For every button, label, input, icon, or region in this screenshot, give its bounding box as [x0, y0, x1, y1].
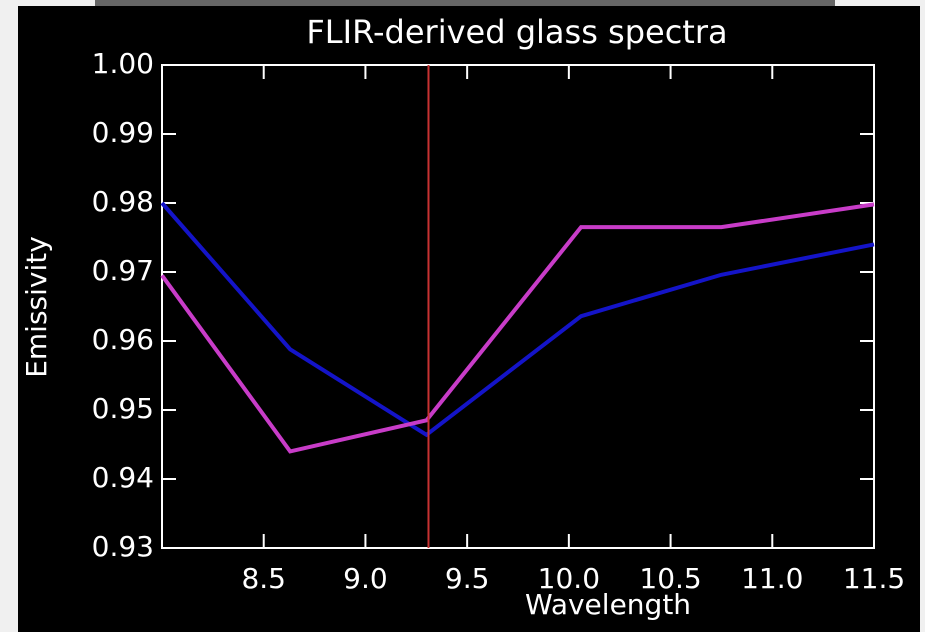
- x-axis-label: Wavelength: [525, 588, 691, 621]
- y-axis-label: Emissivity: [20, 236, 53, 378]
- series-line: [160, 201, 875, 438]
- y-tick-label: 1.00: [92, 47, 154, 80]
- x-tick-label: 11.0: [741, 562, 803, 595]
- y-tick-label: 0.93: [92, 530, 154, 563]
- y-tick-label: 0.98: [92, 185, 154, 218]
- y-tick-label: 0.96: [92, 323, 154, 356]
- plot-frame: [161, 64, 875, 549]
- y-tick-label: 0.94: [92, 461, 154, 494]
- x-tick-label: 10.5: [639, 562, 701, 595]
- x-tick-label: 9.5: [445, 562, 490, 595]
- series-line: [160, 202, 875, 454]
- x-tick-label: 10.0: [538, 562, 600, 595]
- x-tick-label: 9.0: [343, 562, 388, 595]
- y-tick-label: 0.97: [92, 254, 154, 287]
- x-tick-label: 11.5: [843, 562, 905, 595]
- chart-title: FLIR-derived glass spectra: [306, 13, 727, 51]
- y-tick-label: 0.95: [92, 392, 154, 425]
- plot-background: [18, 6, 920, 632]
- y-tick-label: 0.99: [92, 116, 154, 149]
- image-strip: [95, 0, 835, 6]
- x-tick-label: 8.5: [241, 562, 286, 595]
